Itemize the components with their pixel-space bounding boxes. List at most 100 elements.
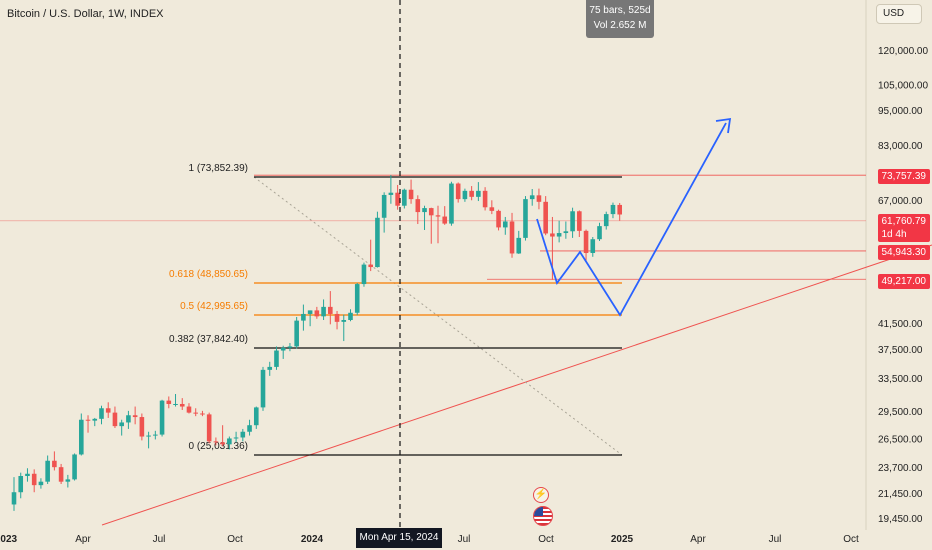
- candle-body: [556, 233, 562, 237]
- candle-body: [368, 264, 373, 268]
- candle-body: [153, 434, 158, 436]
- y-tick-label: 95,000.00: [878, 106, 923, 117]
- candle-body: [348, 312, 353, 321]
- x-tick-label: Apr: [75, 534, 91, 545]
- fib-level-label: 0.618 (48,850.65): [169, 269, 248, 280]
- candle-body: [31, 473, 37, 486]
- candle-body: [267, 366, 273, 370]
- candle-body: [85, 419, 91, 421]
- y-tick-label: 23,700.00: [878, 463, 923, 474]
- candle-body: [294, 320, 299, 347]
- x-tick-label: 2025: [611, 534, 634, 545]
- candle-body: [361, 264, 367, 285]
- candle-body: [280, 347, 286, 351]
- candle-body: [213, 441, 219, 443]
- candle-body: [422, 208, 427, 213]
- candle-body: [509, 221, 515, 254]
- candle-body: [476, 190, 481, 197]
- candle-body: [65, 479, 71, 482]
- candle-body: [536, 195, 542, 202]
- candle-body: [260, 369, 266, 408]
- candle-body: [402, 189, 407, 206]
- candle-body: [590, 239, 596, 254]
- candle-body: [550, 233, 555, 237]
- candle-body: [334, 313, 340, 322]
- candle-body: [220, 442, 225, 445]
- candle-body: [462, 190, 468, 200]
- level-price-badge-2: 49,217.00: [877, 274, 930, 289]
- candle-body: [25, 473, 30, 477]
- x-tick-label: Oct: [227, 534, 243, 545]
- candle-body: [603, 214, 609, 227]
- candle-body: [112, 412, 118, 427]
- candle-body: [52, 460, 57, 468]
- fib-level-label: 0.382 (37,842.40): [169, 334, 248, 345]
- x-tick-label: 2023: [0, 534, 18, 545]
- candle-body: [173, 403, 178, 405]
- candle-body: [206, 414, 212, 442]
- projection-path: [536, 122, 727, 317]
- y-tick-label: 83,000.00: [878, 141, 923, 152]
- x-tick-label: Oct: [538, 534, 554, 545]
- candle-body: [482, 190, 488, 208]
- candle-body: [469, 190, 474, 197]
- y-tick-label: 67,000.00: [878, 196, 923, 207]
- candle-body: [354, 284, 360, 313]
- y-tick-label: 37,500.00: [878, 345, 923, 356]
- candle-body: [179, 403, 185, 407]
- candle-body: [186, 406, 192, 413]
- candle-body: [408, 189, 414, 200]
- symbol-title[interactable]: Bitcoin / U.S. Dollar, 1W, INDEX: [7, 8, 164, 20]
- candle-body: [200, 413, 205, 415]
- crosshair-time-label: Mon Apr 15, 2024: [356, 528, 442, 548]
- us-flag-event-icon[interactable]: [533, 506, 553, 526]
- candle-body: [126, 415, 131, 423]
- candle-body: [287, 346, 293, 348]
- countdown-value: 1d 4h: [881, 229, 907, 240]
- candle-body: [38, 481, 44, 486]
- y-tick-label: 33,500.00: [878, 374, 923, 385]
- candle-body: [583, 230, 589, 254]
- fib-trend-diagonal: [253, 176, 623, 456]
- current-price-value: 61,760.79: [881, 216, 927, 227]
- y-tick-label: 21,450.00: [878, 489, 923, 500]
- candle-body: [543, 201, 548, 234]
- candle-body: [18, 476, 24, 493]
- measure-tooltip: 75 bars, 525d Vol 2.652 M: [586, 0, 654, 38]
- candle-body: [233, 437, 239, 439]
- candle-body: [321, 306, 326, 317]
- y-tick-label: 19,450.00: [878, 514, 923, 525]
- tooltip-bars: 75 bars, 525d: [589, 5, 651, 16]
- fib-level-label: 0.5 (42,995.65): [180, 301, 248, 312]
- x-tick-label: Oct: [843, 534, 859, 545]
- candle-body: [617, 204, 622, 215]
- y-tick-label: 29,500.00: [878, 407, 923, 418]
- y-tick-label: 26,500.00: [878, 434, 923, 445]
- candle-body: [341, 320, 347, 322]
- candle-body: [516, 237, 522, 254]
- x-tick-label: 2024: [301, 534, 324, 545]
- candle-body: [489, 207, 495, 211]
- candle-body: [395, 192, 400, 206]
- candle-body: [301, 313, 306, 321]
- candle-body: [307, 310, 313, 314]
- candle-body: [79, 419, 84, 455]
- fib-level-label: 1 (73,852.39): [189, 163, 249, 174]
- candle-body: [610, 204, 616, 215]
- tooltip-volume: Vol 2.652 M: [593, 20, 647, 31]
- candle-body: [496, 210, 501, 228]
- candle-body: [159, 400, 165, 435]
- candle-body: [435, 215, 441, 217]
- candle-body: [247, 425, 252, 432]
- candle-body: [388, 192, 394, 195]
- candle-body: [449, 183, 454, 224]
- currency-button[interactable]: USD: [876, 4, 922, 24]
- candle-body: [105, 408, 111, 413]
- current-price-badge: 61,760.79 1d 4h: [877, 214, 930, 242]
- x-tick-label: Jul: [769, 534, 782, 545]
- lightning-event-icon[interactable]: ⚡: [533, 487, 549, 503]
- candle-body: [529, 195, 535, 200]
- candle-body: [227, 438, 232, 445]
